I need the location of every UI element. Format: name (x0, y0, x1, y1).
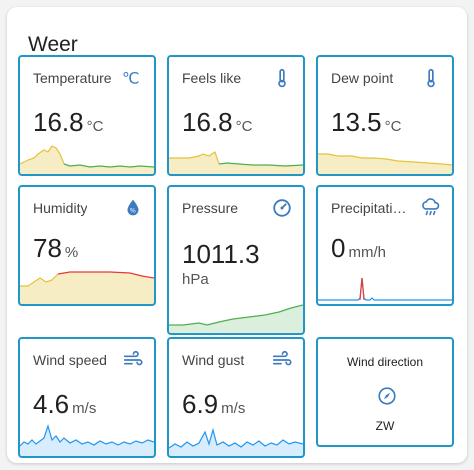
history-graph (318, 277, 452, 301)
history-graph (169, 304, 303, 333)
history-graph (318, 153, 452, 174)
tile-name: Feels like (182, 70, 242, 86)
history-graph (169, 151, 303, 174)
compass-icon (378, 387, 396, 405)
tile-name: Precipitati… (331, 200, 407, 216)
history-graph (20, 423, 154, 456)
weather-rainy-icon (422, 198, 440, 216)
tile-name: Wind speed (33, 352, 107, 368)
tile-name: Pressure (182, 200, 239, 216)
tile-value: 6.9 m/s (182, 389, 246, 419)
tile-name: Temperature (33, 70, 112, 86)
tile-dew-point[interactable]: Dew point 13.5 °C (316, 55, 454, 176)
tile-value: 13.5 °C (331, 107, 402, 137)
thermometer-celsius-icon: ℃ (122, 70, 140, 88)
tile-name: Dew point (331, 70, 394, 86)
tile-precipitation[interactable]: Precipitati… 0 mm/h (316, 185, 454, 306)
history-graph (20, 145, 154, 174)
tile-feels-like[interactable]: Feels like 16.8 °C (167, 55, 305, 176)
tile-value: 78% (33, 233, 79, 263)
svg-text:%: % (130, 207, 136, 215)
tile-value: 16.8 °C (33, 107, 104, 137)
weather-card: Weer Temperature ℃ 16.8 °C Feels like 16.… (7, 7, 467, 463)
tile-wind-gust[interactable]: Wind gust 6.9 m/s (167, 337, 305, 458)
thermometer-icon (427, 68, 435, 88)
tile-temperature[interactable]: Temperature ℃ 16.8 °C (18, 55, 156, 176)
tile-wind-speed[interactable]: Wind speed 4.6 m/s (18, 337, 156, 458)
tile-value: 0 mm/h (331, 233, 386, 263)
tile-name: Wind direction (346, 355, 424, 369)
tile-state: ZW (375, 419, 395, 433)
tile-wind-direction[interactable]: Wind direction ZW (316, 337, 454, 447)
tile-unit: hPa (182, 271, 209, 288)
svg-text:℃: ℃ (122, 70, 140, 88)
tile-name: Wind gust (182, 352, 245, 368)
tile-name: Humidity (33, 200, 88, 216)
weather-windy-icon (272, 350, 292, 366)
tile-value: 4.6 m/s (33, 389, 97, 419)
gauge-icon (273, 199, 291, 217)
card-title: Weer (28, 33, 78, 56)
tile-pressure[interactable]: Pressure 1011.3 hPa (167, 185, 305, 335)
weather-windy-icon (123, 350, 143, 366)
water-percent-icon: % (127, 199, 139, 216)
tile-humidity[interactable]: Humidity % 78% (18, 185, 156, 306)
thermometer-icon (278, 68, 286, 88)
history-graph (169, 427, 303, 456)
tile-value: 1011.3 (182, 239, 260, 269)
history-graph (20, 271, 154, 304)
tile-value: 16.8 °C (182, 107, 253, 137)
